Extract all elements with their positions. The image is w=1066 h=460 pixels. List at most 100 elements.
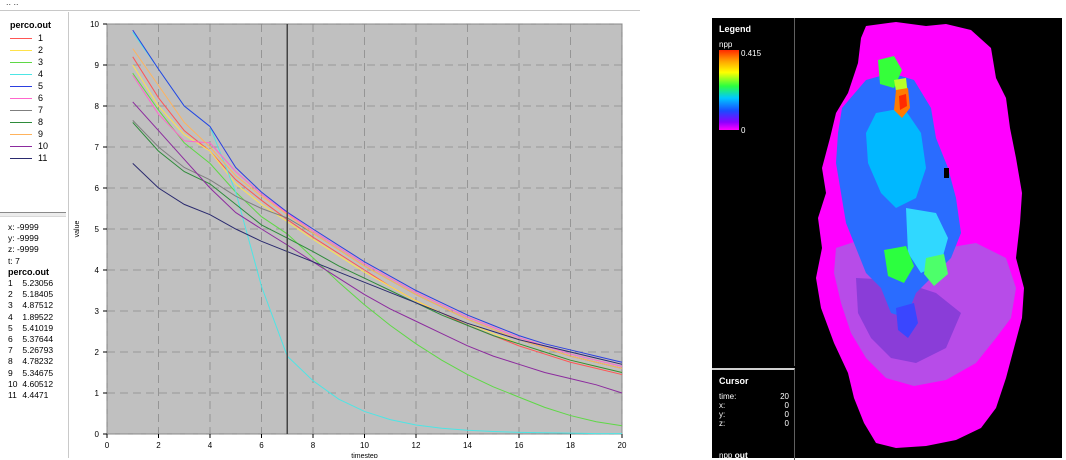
readout-t: t: 7 xyxy=(8,255,20,266)
legend-item[interactable]: 1 xyxy=(10,32,48,44)
readout-series-value: 1.89522 xyxy=(22,311,54,322)
legend-swatch xyxy=(10,121,32,123)
readout-value-row: 7 5.26793 xyxy=(8,345,53,356)
legend-item[interactable]: 11 xyxy=(10,152,48,164)
cursor-z-value: 0 xyxy=(784,419,789,428)
readout-series-id: 3 xyxy=(8,300,13,311)
legend-swatch xyxy=(10,85,32,87)
series-legend-title: perco.out xyxy=(10,20,52,30)
readout-title: perco.out xyxy=(8,266,50,277)
cursor-x-row: x: 0 xyxy=(719,401,789,410)
npp-map[interactable] xyxy=(796,18,1062,458)
panel-splitter[interactable] xyxy=(0,212,66,217)
cursor-variable-value: out xyxy=(734,450,748,460)
series-line-5 xyxy=(132,29,623,363)
y-tick-label: 6 xyxy=(95,184,100,193)
cursor-y-label: y: xyxy=(719,410,726,419)
x-tick-label: 20 xyxy=(618,441,627,450)
readout-z: z: -9999 xyxy=(8,244,39,255)
legend-swatch xyxy=(10,49,32,51)
cursor-x-value: 0 xyxy=(784,401,789,410)
legend-item[interactable]: 6 xyxy=(10,92,48,104)
x-tick-label: 2 xyxy=(156,441,161,450)
series-line-8 xyxy=(132,122,623,373)
map-viewer: Legend npp 0.415 0 Cursor time: 20 x: 0 y:… xyxy=(712,18,1062,460)
readout-series-value: 5.26793 xyxy=(22,345,54,356)
map-variable-label: npp xyxy=(719,40,733,49)
series-line-11 xyxy=(132,163,623,365)
legend-item[interactable]: 9 xyxy=(10,128,48,140)
legend-swatch xyxy=(10,61,32,63)
readout-series-id: 10 xyxy=(8,378,18,389)
readout-value-row: 1 5.23056 xyxy=(8,278,53,289)
readout-series-id: 1 xyxy=(8,278,13,289)
cursor-z-label: z: xyxy=(719,419,726,428)
readout-x: x: -9999 xyxy=(8,222,39,232)
legend-item[interactable]: 10 xyxy=(10,140,48,152)
readout-series-id: 7 xyxy=(8,345,13,356)
cursor-y-value: 0 xyxy=(784,410,789,419)
x-axis-label: timestep xyxy=(351,453,378,458)
legend-item[interactable]: 4 xyxy=(10,68,48,80)
readout-series-value: 5.18405 xyxy=(22,289,54,300)
readout-series-id: 8 xyxy=(8,356,13,367)
legend-label: 1 xyxy=(38,33,44,43)
probe-readout: x: -9999 y: -9999 z: -9999 t: 7 perco.ou… xyxy=(8,222,53,401)
cursor-variable-label: npp xyxy=(719,451,733,460)
map-cyan-patch xyxy=(866,108,926,208)
legend-swatch xyxy=(10,109,32,111)
readout-series-id: 9 xyxy=(8,367,13,378)
colorbar xyxy=(719,50,739,130)
y-tick-label: 1 xyxy=(95,389,100,398)
y-tick-label: 9 xyxy=(95,61,100,70)
cursor-z-row: z: 0 xyxy=(719,419,789,428)
legend-label: 5 xyxy=(38,81,44,91)
readout-series-value: 5.23056 xyxy=(22,278,54,289)
legend-label: 10 xyxy=(38,141,49,151)
cursor-panel: Cursor time: 20 x: 0 y: 0 z: 0 npp out xyxy=(712,368,795,460)
legend-label: 11 xyxy=(38,153,48,163)
y-tick-label: 7 xyxy=(95,143,100,152)
readout-value-row: 4 1.89522 xyxy=(8,312,53,323)
colorbar-min-label: 0 xyxy=(741,126,746,135)
map-legend: Legend npp 0.415 0 xyxy=(712,18,795,366)
readout-series-value: 4.60512 xyxy=(22,378,54,389)
cursor-time-row: time: 20 xyxy=(719,392,789,401)
cursor-x-label: x: xyxy=(719,401,726,410)
legend-item[interactable]: 8 xyxy=(10,116,48,128)
x-tick-label: 12 xyxy=(412,441,421,450)
legend-item[interactable]: 3 xyxy=(10,56,48,68)
legend-item[interactable]: 5 xyxy=(10,80,48,92)
left-panel: perco.out 1 2 3 4 5 6 7 8 9 10 11 x: -9999 y: -999… xyxy=(0,12,69,458)
cursor-time-label: time: xyxy=(719,392,737,401)
readout-value-row: 10 4.60512 xyxy=(8,379,53,390)
y-tick-label: 8 xyxy=(95,102,100,111)
series-line-4 xyxy=(132,31,622,435)
y-tick-label: 4 xyxy=(95,266,100,275)
line-chart[interactable]: 0 2 4 6 8 10 12 14 16 18 20012345678910valuetimest… xyxy=(72,12,640,458)
readout-y: y: -9999 xyxy=(8,233,39,244)
x-tick-label: 10 xyxy=(360,441,369,450)
y-tick-label: 2 xyxy=(95,348,100,357)
readout-series-id: 2 xyxy=(8,289,13,300)
cursor-title: Cursor xyxy=(719,376,749,386)
legend-swatch xyxy=(10,157,32,159)
readout-value-row: 5 5.41019 xyxy=(8,323,53,334)
legend-label: 6 xyxy=(38,93,44,103)
legend-item[interactable]: 2 xyxy=(10,44,48,56)
readout-value-row: 8 4.78232 xyxy=(8,356,53,367)
readout-series-value: 4.4471 xyxy=(22,390,49,401)
x-tick-label: 8 xyxy=(311,441,316,450)
readout-series-value: 5.41019 xyxy=(22,322,54,333)
legend-swatch xyxy=(10,37,32,39)
legend-item[interactable]: 7 xyxy=(10,104,48,116)
x-tick-label: 6 xyxy=(259,441,264,450)
cursor-variable: npp out xyxy=(719,450,748,460)
readout-series-value: 5.34675 xyxy=(22,367,54,378)
legend-swatch xyxy=(10,97,32,99)
legend-label: 8 xyxy=(38,117,44,127)
x-tick-label: 14 xyxy=(463,441,472,450)
legend-label: 3 xyxy=(38,57,44,67)
readout-values: 1 5.23056 2 5.18405 3 4.87512 4 1.89522 5 5.… xyxy=(8,278,53,401)
map-red-hotspot xyxy=(899,94,907,110)
